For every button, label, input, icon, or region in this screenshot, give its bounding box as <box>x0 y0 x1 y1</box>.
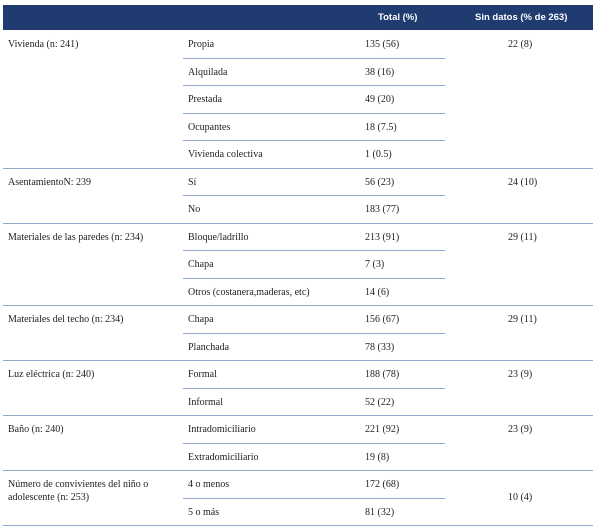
group-divider <box>3 525 593 526</box>
sin-datos: 23 (9) <box>508 369 533 380</box>
sin-datos: 22 (8) <box>508 39 533 50</box>
total: 81 (32) <box>365 506 395 518</box>
total: 38 (16) <box>365 66 395 78</box>
option: Ocupantes <box>188 121 231 133</box>
header-sin-datos: Sin datos (% de 263) <box>475 12 568 23</box>
row-divider <box>183 332 445 334</box>
group-divider <box>3 167 593 169</box>
total: 1 (0.5) <box>365 149 392 160</box>
option: Vivienda colectiva <box>188 149 263 160</box>
option: Chapa <box>188 259 214 270</box>
total: 18 (7.5) <box>365 121 397 133</box>
option: Chapa <box>188 314 214 325</box>
option: 5 o más <box>188 506 220 518</box>
group-divider <box>3 470 593 471</box>
total: 49 (20) <box>365 94 395 105</box>
option: Informal <box>188 396 223 408</box>
option: Sí <box>188 176 197 188</box>
group-label: AsentamientoN: 239 <box>8 176 92 188</box>
option: Formal <box>188 369 217 380</box>
total: 19 (8) <box>365 451 390 463</box>
group-divider <box>3 222 593 224</box>
option: 4 o menos <box>188 479 230 490</box>
group-divider <box>3 305 593 306</box>
option: Prestada <box>188 94 222 105</box>
group-label: Luz eléctrica (n: 240) <box>8 369 95 380</box>
sin-datos: 29 (11) <box>508 231 537 243</box>
option: Intradomiciliario <box>188 424 256 435</box>
total: 14 (6) <box>365 286 390 298</box>
total: 56 (23) <box>365 176 395 188</box>
option: Extradomiciliario <box>188 451 259 463</box>
group-label: Materiales del techo (n: 234) <box>8 314 124 325</box>
group-label: Baño (n: 240) <box>8 424 64 435</box>
total: 156 (67) <box>365 314 400 325</box>
row-divider <box>183 442 445 444</box>
total: 52 (22) <box>365 396 395 408</box>
row-divider <box>183 57 445 59</box>
row-divider <box>183 497 445 499</box>
sin-datos: 29 (11) <box>508 314 537 325</box>
group-divider <box>3 415 593 416</box>
option: Planchada <box>188 341 230 353</box>
group-label: Número de convivientes del niño o adoles… <box>8 479 149 503</box>
table-header <box>3 5 593 30</box>
total: 135 (56) <box>365 39 400 50</box>
total: 221 (92) <box>365 424 400 435</box>
header-total: Total (%) <box>378 12 418 23</box>
total: 7 (3) <box>365 259 385 270</box>
total: 183 (77) <box>365 204 400 215</box>
row-divider <box>183 85 445 86</box>
group-divider <box>3 360 593 361</box>
option: Otros (costanera,maderas, etc) <box>188 286 310 298</box>
row-divider <box>183 277 445 279</box>
row-divider <box>183 195 445 196</box>
option: No <box>188 204 201 215</box>
sin-datos: 24 (10) <box>508 176 538 188</box>
row-divider <box>183 250 445 251</box>
row-divider <box>183 112 445 114</box>
total: 213 (91) <box>365 231 400 243</box>
sin-datos: 10 (4) <box>508 491 533 503</box>
option: Bloque/ladrillo <box>188 231 249 243</box>
total: 188 (78) <box>365 369 400 380</box>
total: 172 (68) <box>365 479 400 490</box>
row-divider <box>183 387 445 389</box>
group-label: Vivienda (n: 241) <box>8 39 79 50</box>
total: 78 (33) <box>365 341 395 353</box>
row-divider <box>183 140 445 141</box>
option: Alquilada <box>188 66 228 78</box>
group-label: Materiales de las paredes (n: 234) <box>8 231 144 243</box>
sin-datos: 23 (9) <box>508 424 533 435</box>
option: Propia <box>188 39 215 50</box>
